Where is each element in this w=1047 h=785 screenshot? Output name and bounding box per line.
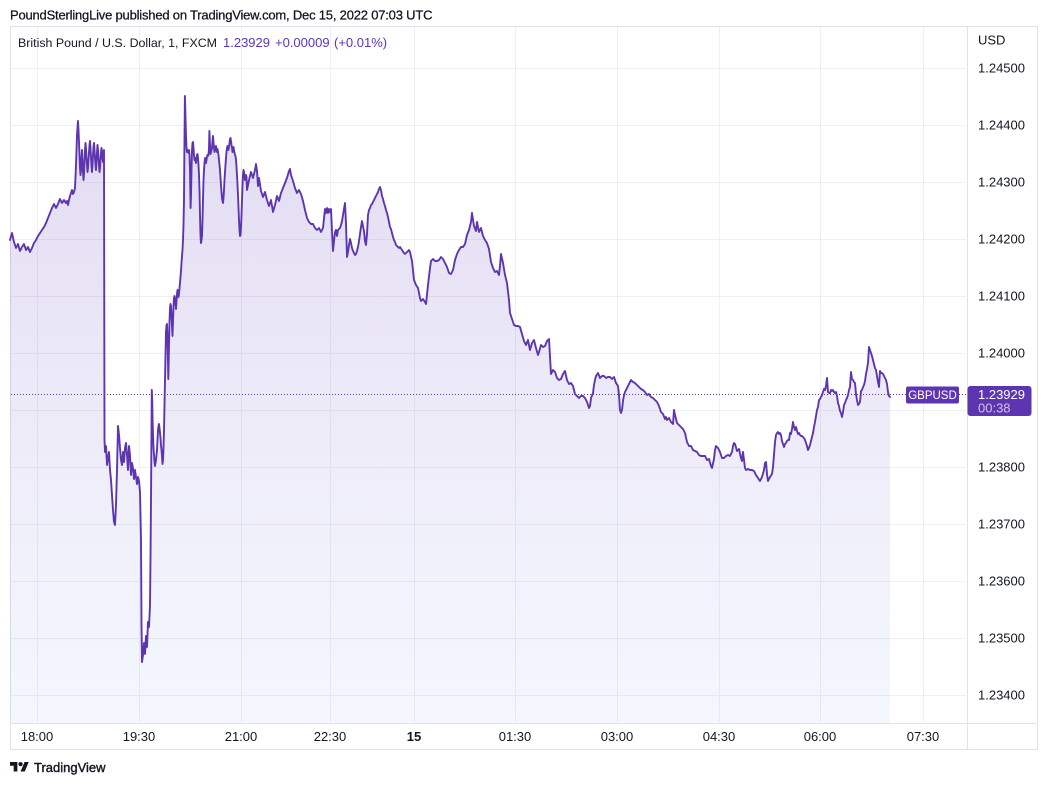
- svg-text:(+0.01%): (+0.01%): [334, 35, 387, 50]
- svg-text:1.24400: 1.24400: [978, 118, 1025, 133]
- svg-text:British Pound / U.S. Dollar, 1: British Pound / U.S. Dollar, 1, FXCM: [18, 36, 217, 50]
- svg-text:GBPUSD: GBPUSD: [908, 390, 957, 402]
- svg-text:1.24100: 1.24100: [978, 289, 1025, 304]
- svg-text:1.23929: 1.23929: [223, 35, 270, 50]
- svg-text:18:00: 18:00: [21, 729, 54, 744]
- svg-text:1.24200: 1.24200: [978, 232, 1025, 247]
- svg-text:1.23929: 1.23929: [978, 387, 1025, 402]
- svg-text:1.24300: 1.24300: [978, 175, 1025, 190]
- svg-text:21:00: 21:00: [225, 729, 258, 744]
- svg-text:1.24000: 1.24000: [978, 346, 1025, 361]
- svg-text:07:30: 07:30: [907, 729, 940, 744]
- svg-text:1.24500: 1.24500: [978, 61, 1025, 76]
- svg-text:+0.00009: +0.00009: [275, 35, 330, 50]
- svg-text:TradingView: TradingView: [34, 760, 106, 775]
- svg-text:15: 15: [407, 729, 421, 744]
- svg-text:1.23800: 1.23800: [978, 460, 1025, 475]
- svg-text:1.23500: 1.23500: [978, 631, 1025, 646]
- svg-text:00:38: 00:38: [978, 401, 1011, 416]
- svg-text:04:30: 04:30: [703, 729, 736, 744]
- svg-text:1.23400: 1.23400: [978, 688, 1025, 703]
- svg-text:PoundSterlingLive published on: PoundSterlingLive published on TradingVi…: [10, 8, 432, 23]
- svg-text:1.23600: 1.23600: [978, 574, 1025, 589]
- svg-text:01:30: 01:30: [499, 729, 532, 744]
- svg-text:USD: USD: [978, 33, 1005, 48]
- svg-text:03:00: 03:00: [601, 729, 634, 744]
- svg-text:1.23700: 1.23700: [978, 517, 1025, 532]
- svg-text:06:00: 06:00: [804, 729, 837, 744]
- svg-text:22:30: 22:30: [314, 729, 347, 744]
- svg-text:19:30: 19:30: [123, 729, 156, 744]
